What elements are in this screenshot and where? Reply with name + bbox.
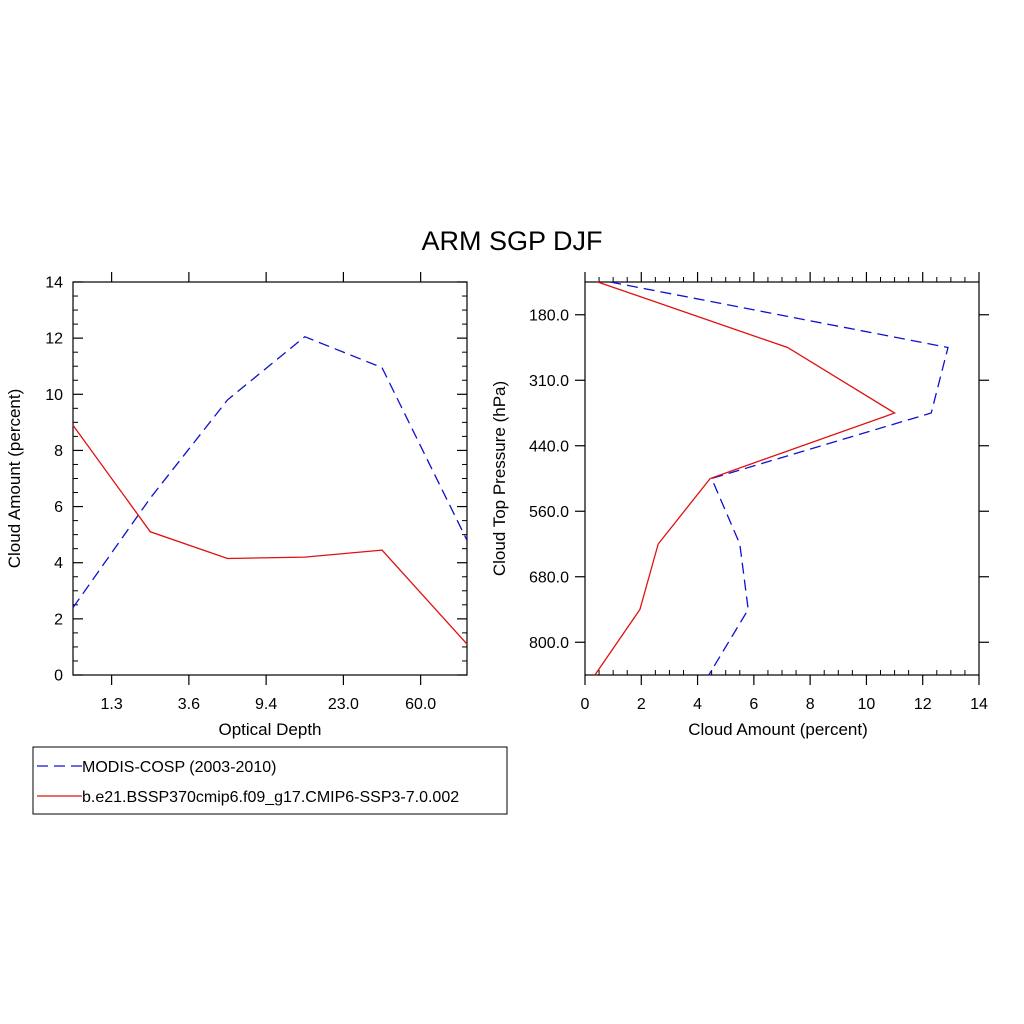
right-x-tick-label: 12 bbox=[914, 696, 932, 713]
left-series-line-model bbox=[72, 424, 468, 645]
left-y-axis-label: Cloud Amount (percent) bbox=[5, 389, 24, 569]
left-y-tick-label: 14 bbox=[45, 275, 63, 292]
left-series-line-modis bbox=[72, 335, 468, 608]
legend-box bbox=[32, 746, 508, 815]
left-y-tick-label: 8 bbox=[54, 443, 63, 460]
right-series-line-model bbox=[594, 281, 897, 676]
right-y-tick-label: 680.0 bbox=[529, 569, 569, 586]
right-y-tick-label: 310.0 bbox=[529, 373, 569, 390]
legend-label-model: b.e21.BSSP370cmip6.f09_g17.CMIP6-SSP3-7.… bbox=[82, 789, 459, 806]
left-y-tick-label: 4 bbox=[54, 555, 63, 572]
chart-title: ARM SGP DJF bbox=[421, 226, 602, 256]
right-series-line-modis bbox=[610, 281, 949, 676]
right-x-axis-label: Cloud Amount (percent) bbox=[688, 720, 868, 739]
left-panel: 0 2 4 6 8 10 12 14 1.3 3.6 9.4 23.0 60.0 Optical Dept… bbox=[5, 272, 468, 739]
right-y-axis-label: Cloud Top Pressure (hPa) bbox=[490, 381, 509, 576]
left-y-tick-label: 0 bbox=[54, 668, 63, 685]
right-x-tick-label: 2 bbox=[637, 696, 646, 713]
right-x-tick-label: 10 bbox=[858, 696, 876, 713]
right-x-tick-label: 8 bbox=[806, 696, 815, 713]
left-y-tick-label: 10 bbox=[45, 387, 63, 404]
left-x-tick-label: 9.4 bbox=[255, 696, 277, 713]
right-y-tick-label: 180.0 bbox=[529, 307, 569, 324]
left-x-tick-label: 23.0 bbox=[328, 696, 359, 713]
left-x-tick-label: 1.3 bbox=[101, 696, 123, 713]
legend: MODIS-COSP (2003-2010) b.e21.BSSP370cmip6… bbox=[32, 746, 508, 815]
right-x-tick-label: 6 bbox=[749, 696, 758, 713]
right-x-tick-label: 4 bbox=[693, 696, 702, 713]
right-y-tick-label: 560.0 bbox=[529, 504, 569, 521]
left-x-tick-label: 3.6 bbox=[178, 696, 200, 713]
right-x-tick-label: 0 bbox=[581, 696, 590, 713]
left-y-tick-label: 12 bbox=[45, 331, 63, 348]
legend-label-modis: MODIS-COSP (2003-2010) bbox=[82, 759, 276, 776]
left-y-tick-label: 6 bbox=[54, 499, 63, 516]
right-y-tick-label: 440.0 bbox=[529, 438, 569, 455]
right-panel: 0 2 4 6 8 10 12 14 180.0 310.0 440.0 560.0 680.0 800.… bbox=[490, 272, 989, 739]
right-y-tick-label: 800.0 bbox=[529, 635, 569, 652]
right-x-tick-label: 14 bbox=[970, 696, 988, 713]
left-x-tick-label: 60.0 bbox=[405, 696, 436, 713]
left-y-tick-label: 2 bbox=[54, 611, 63, 628]
left-x-axis-label: Optical Depth bbox=[219, 720, 322, 739]
